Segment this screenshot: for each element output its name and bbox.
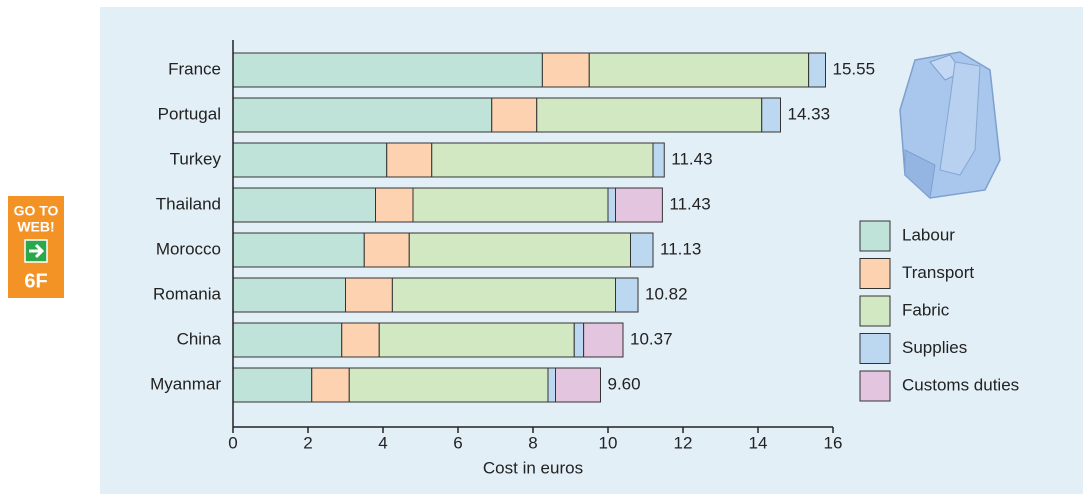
x-tick-label: 14 xyxy=(749,433,768,452)
total-label: 14.33 xyxy=(788,104,831,123)
legend-swatch xyxy=(859,370,891,402)
x-tick-label: 6 xyxy=(453,433,462,452)
total-label: 15.55 xyxy=(833,59,876,78)
y-tick-label: Romania xyxy=(153,284,222,303)
bar-segment xyxy=(431,142,654,178)
badge-code[interactable]: 6F xyxy=(24,270,47,292)
y-tick-label: China xyxy=(177,329,222,348)
total-label: 10.82 xyxy=(645,284,688,303)
total-label: 11.43 xyxy=(669,194,710,213)
bar-segment xyxy=(573,322,585,358)
bar-segment xyxy=(547,367,556,403)
bar-segment xyxy=(588,52,810,88)
bar-segment xyxy=(363,232,410,268)
bar-segment xyxy=(583,322,624,358)
x-tick-label: 0 xyxy=(228,433,237,452)
legend-label: Transport xyxy=(902,263,974,282)
bar-segment xyxy=(378,322,575,358)
bar-segment xyxy=(232,142,388,178)
y-tick-label: Thailand xyxy=(156,194,221,213)
x-tick-label: 12 xyxy=(674,433,693,452)
bar-segment xyxy=(391,277,616,313)
bar-segment xyxy=(232,97,493,133)
total-label: 10.37 xyxy=(630,329,673,348)
badge-line[interactable]: GO TO xyxy=(14,203,59,219)
legend-swatch xyxy=(859,220,891,252)
bar-segment xyxy=(536,97,763,133)
total-label: 9.60 xyxy=(608,374,641,393)
y-tick-label: France xyxy=(168,59,221,78)
y-tick-label: Portugal xyxy=(158,104,221,123)
bar-segment xyxy=(232,277,346,313)
bar-segment xyxy=(232,322,343,358)
legend-swatch xyxy=(859,258,891,289)
bar-segment xyxy=(541,52,590,88)
bar-segment xyxy=(232,187,376,223)
legend-label: Customs duties xyxy=(902,375,1019,394)
bar-segment xyxy=(808,52,826,88)
legend-label: Labour xyxy=(902,225,955,244)
bar-segment xyxy=(232,232,365,268)
bar-segment xyxy=(375,187,414,223)
bar-segment xyxy=(408,232,631,268)
bar-segment xyxy=(311,367,350,403)
x-tick-label: 2 xyxy=(303,433,312,452)
y-tick-label: Morocco xyxy=(156,239,221,258)
legend-label: Fabric xyxy=(902,300,950,319)
x-tick-label: 16 xyxy=(824,433,843,452)
bar-segment xyxy=(348,367,549,403)
bar-segment xyxy=(491,97,538,133)
x-tick-label: 10 xyxy=(599,433,618,452)
y-tick-label: Myanmar xyxy=(150,374,221,393)
total-label: 11.13 xyxy=(660,239,701,258)
bar-segment xyxy=(232,52,543,88)
shirt-illustration xyxy=(899,51,1001,200)
badge-arrow[interactable] xyxy=(29,243,45,259)
legend-swatch xyxy=(859,295,891,327)
y-tick-label: Turkey xyxy=(170,149,222,168)
total-label: 11.43 xyxy=(671,149,712,168)
legend-swatch xyxy=(859,333,891,364)
bar-segment xyxy=(555,367,601,403)
bar-segment xyxy=(386,142,433,178)
bar-segment xyxy=(652,142,665,178)
bar-segment xyxy=(615,187,663,223)
bar-segment xyxy=(232,367,313,403)
bar-segment xyxy=(412,187,609,223)
bar-segment xyxy=(607,187,616,223)
x-tick-label: 4 xyxy=(378,433,387,452)
x-tick-label: 8 xyxy=(528,433,537,452)
bar-segment xyxy=(615,277,639,313)
bar-segment xyxy=(345,277,393,313)
legend-label: Supplies xyxy=(902,338,967,357)
bar-segment xyxy=(761,97,781,133)
x-axis-label: Cost in euros xyxy=(483,458,583,477)
bar-segment xyxy=(630,232,654,268)
badge-line[interactable]: WEB! xyxy=(17,219,54,235)
bar-segment xyxy=(341,322,380,358)
web-badge[interactable]: GO TO WEB! 6F xyxy=(8,196,64,298)
